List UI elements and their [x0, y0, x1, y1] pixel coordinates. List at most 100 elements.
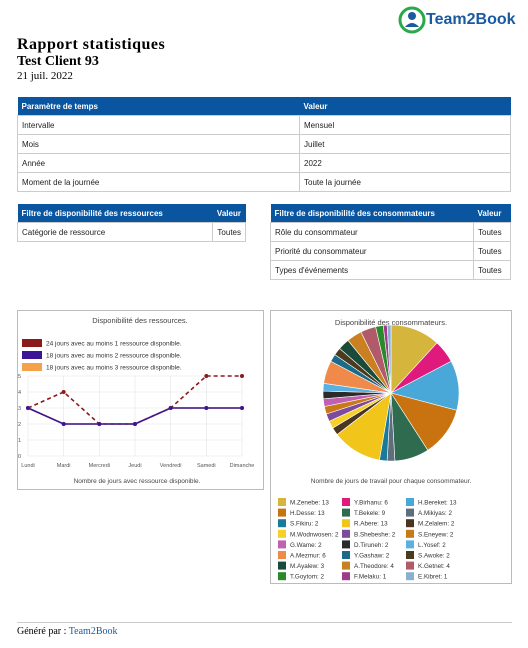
legend-label: M.Zenebe: 13 — [290, 500, 329, 507]
legend-label: G.Wame: 2 — [290, 542, 322, 549]
point — [61, 390, 66, 394]
row: Catégorie de ressource Toutes — [16, 222, 246, 242]
cell: Moment de la journée — [17, 172, 300, 192]
legend-swatch — [22, 351, 42, 359]
legend-label: Y.Birhanu: 6 — [354, 500, 388, 507]
legend-label: L.Yosef: 2 — [418, 542, 446, 549]
x-axis-label: Nombre de jours de travail pour chaque c… — [311, 478, 472, 485]
row: Intervalle Mensuel — [17, 115, 511, 135]
legend-label: A.Mezmur: 6 — [290, 553, 326, 560]
cell: Priorité du consommateur — [270, 241, 474, 261]
header-cell: Valeur — [473, 204, 511, 223]
cell: Toutes — [473, 260, 511, 280]
point — [204, 406, 209, 410]
y-tick-label: 1 — [18, 438, 21, 444]
legend-swatch — [278, 519, 286, 528]
legend-swatch — [22, 339, 42, 347]
header-cell: Valeur — [212, 204, 246, 223]
footer-rule — [17, 622, 512, 623]
cell: Types d'événements — [270, 260, 474, 280]
pie-slice — [386, 324, 392, 394]
legend-swatch — [342, 508, 350, 517]
legend-swatch — [406, 540, 414, 549]
cell: Toutes — [473, 222, 511, 242]
legend-label: F.Melaku: 1 — [354, 574, 387, 581]
legend-label: 24 jours avec au moins 1 ressource dispo… — [46, 341, 182, 348]
header-cell: Filtre de disponibilité des ressources — [17, 204, 213, 223]
y-tick-label: 5 — [18, 374, 21, 380]
row: Priorité du consommateur Toutes — [270, 241, 511, 261]
y-tick-label: 2 — [18, 422, 21, 428]
x-tick-label: Lundi — [21, 463, 34, 469]
table: Filtre de disponibilité des consommateur… — [270, 204, 511, 280]
row: Types d'événements Toutes — [270, 260, 511, 280]
y-tick-label: 0 — [18, 454, 21, 460]
legend-swatch — [342, 572, 350, 581]
cell: 2022 — [299, 153, 511, 173]
legend-label: M.Ayalew: 3 — [290, 563, 325, 570]
point — [61, 422, 66, 426]
legend-label: R.Abere: 13 — [354, 521, 388, 528]
row: Année 2022 — [17, 153, 511, 173]
legend-swatch — [406, 561, 414, 570]
legend-label: M.Zelalem: 2 — [418, 521, 455, 528]
x-tick-label: Dimanche — [230, 463, 255, 469]
header-row: Filtre de disponibilité des ressources Va… — [17, 204, 246, 223]
report-title: Rapport statistiques — [17, 36, 166, 53]
legend-swatch — [406, 508, 414, 517]
legend-swatch — [278, 561, 286, 570]
table: Paramètre de temps Valeur Intervalle Mensue… — [17, 97, 511, 192]
legend-label: H.Desse: 13 — [290, 510, 325, 517]
footer-brand: Team2Book — [68, 626, 118, 637]
legend-swatch — [278, 529, 286, 538]
point — [26, 406, 30, 410]
cell: Année — [17, 153, 300, 173]
point — [168, 406, 173, 410]
x-tick-label: Samedi — [197, 463, 216, 469]
legend-swatch — [278, 551, 286, 559]
cell: Intervalle — [17, 115, 300, 135]
header-row: Paramètre de temps Valeur — [17, 97, 511, 116]
legend-label: S.Awoke: 2 — [418, 553, 450, 560]
chart-title: Disponibilité des consommateurs. — [335, 318, 447, 327]
legend-label: S.Fikiru: 2 — [290, 521, 319, 528]
x-tick-label: Mardi — [57, 463, 71, 469]
cell: Juillet — [299, 134, 511, 154]
y-tick-label: 4 — [18, 390, 21, 396]
y-tick-label: 3 — [18, 406, 21, 412]
legend-swatch — [406, 498, 414, 506]
cell: Toute la journée — [299, 172, 511, 192]
legend-label: T.Bekele: 9 — [354, 510, 386, 517]
cell: Catégorie de ressource — [16, 222, 214, 242]
cell: Rôle du consommateur — [270, 222, 474, 242]
header-cell: Filtre de disponibilité des consommateur… — [270, 204, 474, 223]
legend-swatch — [342, 498, 350, 506]
legend-label: A.Mikiyas: 2 — [418, 510, 452, 517]
header-row: Filtre de disponibilité des consommateur… — [270, 204, 511, 223]
legend-swatch — [342, 519, 350, 528]
footer-label: Généré par : — [17, 626, 67, 637]
legend-swatch — [406, 551, 414, 559]
legend-label: S.Eneyew: 2 — [418, 531, 454, 538]
legend-swatch — [406, 572, 414, 581]
chart-title: Disponibilité des ressources. — [92, 316, 187, 325]
legend-label: A.Theodore: 4 — [354, 563, 394, 570]
cell: Toutes — [473, 241, 511, 261]
chart-box — [270, 310, 512, 584]
x-tick-label: Mercredi — [89, 463, 110, 469]
legend-swatch — [406, 519, 414, 528]
legend-label: M.Wodnwosen: 2 — [290, 531, 339, 538]
legend-swatch — [278, 498, 286, 506]
row: Moment de la journée Toute la journée — [17, 172, 511, 192]
legend-label: 18 jours avec au moins 2 ressource dispo… — [46, 353, 182, 360]
cell: Mensuel — [299, 115, 511, 135]
point — [97, 422, 102, 426]
legend-swatch — [278, 540, 286, 549]
x-tick-label: Vendredi — [160, 463, 182, 469]
legend-label: Y.Gashaw: 2 — [354, 553, 390, 560]
logo-text: Team2Book — [426, 11, 516, 28]
legend-label: E.Kibret: 1 — [418, 574, 448, 581]
header-cell: Valeur — [299, 97, 511, 116]
